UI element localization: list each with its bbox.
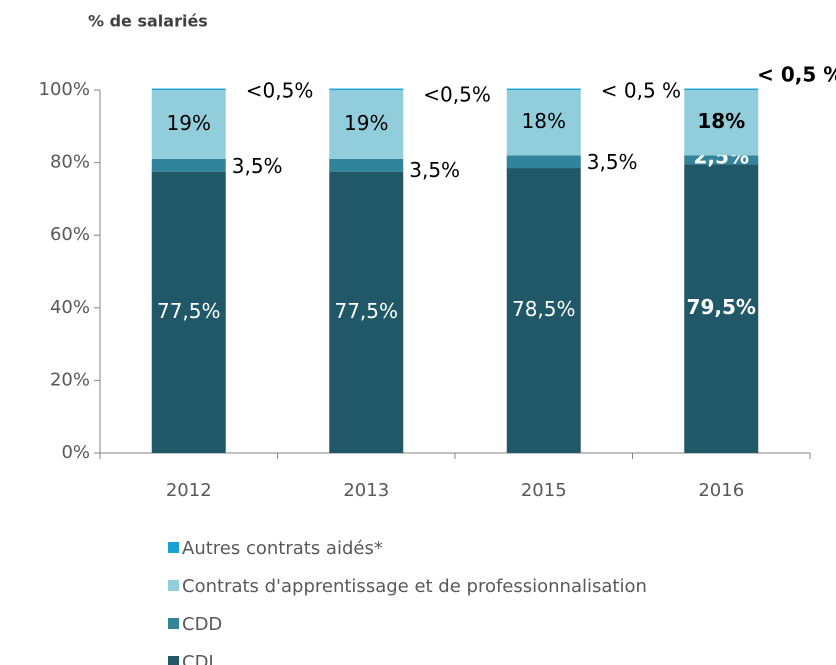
bar-segment <box>506 90 581 156</box>
bar-segment <box>684 164 759 454</box>
data-label: 19% <box>344 111 388 135</box>
legend-swatch <box>168 580 179 591</box>
bar-segment <box>151 88 226 90</box>
bar-segment <box>684 88 759 90</box>
bar-segment <box>329 171 404 454</box>
data-label: 78,5% <box>512 297 576 321</box>
axis-title: % de salariés <box>88 12 208 31</box>
legend-label: CDD <box>182 614 222 635</box>
bar-segment <box>506 155 581 169</box>
legend-swatch <box>168 618 179 629</box>
y-tick-label: 40% <box>50 297 90 318</box>
bar-segment <box>684 90 759 156</box>
x-tick-label: 2016 <box>698 480 744 501</box>
data-label: 3,5% <box>232 154 283 178</box>
data-label: <0,5% <box>246 79 314 103</box>
data-label: 77,5% <box>334 299 398 323</box>
data-label: 3,5% <box>409 158 460 182</box>
y-tick-label: 60% <box>50 224 90 245</box>
data-label: 19% <box>167 111 211 135</box>
bar-segment <box>329 90 404 159</box>
bar-segment <box>506 88 581 90</box>
x-tick-label: 2012 <box>166 480 212 501</box>
bar-segment <box>151 158 226 172</box>
data-label: 79,5% <box>687 295 756 319</box>
data-label: <0,5% <box>423 83 491 107</box>
y-tick-label: 20% <box>50 369 90 390</box>
bar-segment <box>329 158 404 172</box>
data-label: < 0,5 % <box>601 79 681 103</box>
y-tick-label: 100% <box>39 79 90 100</box>
legend-label: CDI <box>182 652 214 665</box>
data-label: 3,5% <box>587 150 638 174</box>
legend-swatch <box>168 542 179 553</box>
bar-segment <box>151 171 226 454</box>
data-label: 18% <box>697 109 745 133</box>
x-tick-label: 2015 <box>521 480 567 501</box>
data-label: < 0,5 % <box>757 63 836 87</box>
legend-label: Autres contrats aidés* <box>182 538 383 559</box>
y-tick-label: 80% <box>50 152 90 173</box>
legend-swatch <box>168 656 179 665</box>
y-tick-label: 0% <box>61 442 90 463</box>
bar-segment <box>151 90 226 159</box>
x-tick-label: 2013 <box>343 480 389 501</box>
legend-label: Contrats d'apprentissage et de professio… <box>182 576 647 597</box>
data-label: 77,5% <box>157 299 221 323</box>
data-label: 18% <box>522 109 566 133</box>
bar-segment <box>329 88 404 90</box>
bar-segment <box>684 155 759 165</box>
bar-segment <box>506 168 581 454</box>
